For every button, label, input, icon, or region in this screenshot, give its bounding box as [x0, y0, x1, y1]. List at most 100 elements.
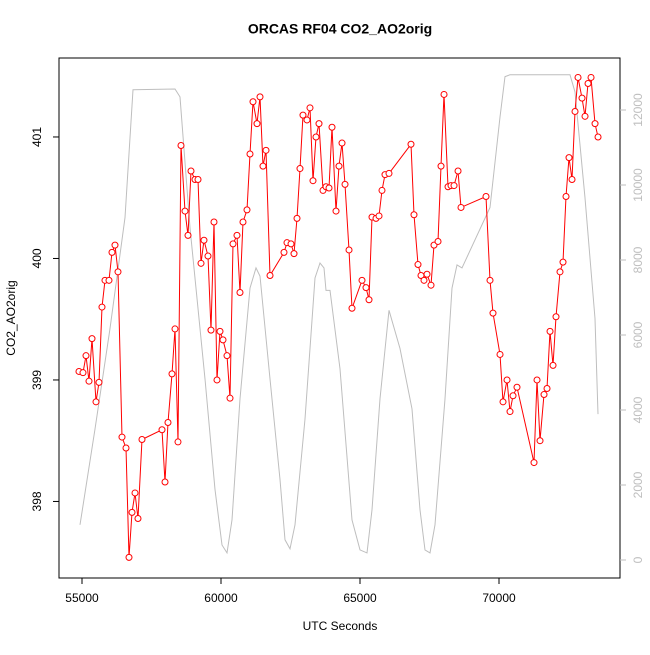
point — [513, 383, 521, 391]
x-tick-label: 65000 — [343, 591, 377, 605]
point — [164, 418, 172, 426]
y2-tick-label: 4000 — [631, 396, 645, 423]
point — [108, 248, 116, 256]
point — [223, 352, 231, 360]
y2-tick-label: 10000 — [631, 168, 645, 202]
point — [543, 384, 551, 392]
series-line — [79, 74, 599, 555]
point — [197, 259, 205, 267]
point — [562, 193, 570, 201]
point — [296, 165, 304, 173]
point — [496, 350, 504, 358]
point — [509, 392, 517, 400]
point — [299, 111, 307, 119]
point — [98, 303, 106, 311]
point — [303, 116, 311, 124]
point — [574, 73, 582, 81]
point — [309, 177, 317, 185]
point — [546, 327, 554, 335]
point — [131, 489, 139, 497]
point — [161, 478, 169, 486]
point — [200, 236, 208, 244]
point — [568, 175, 576, 183]
point — [450, 182, 458, 190]
y2-tick-label: 6000 — [631, 321, 645, 348]
point — [95, 378, 103, 386]
plot-box — [58, 57, 621, 579]
y-axis-label: CO2_AO2orig — [4, 280, 18, 355]
point — [385, 169, 393, 177]
point — [482, 193, 490, 201]
point — [219, 336, 227, 344]
y2-tick-label: 8000 — [631, 246, 645, 273]
point — [440, 90, 448, 98]
point — [410, 211, 418, 219]
point — [530, 459, 538, 467]
point — [128, 508, 136, 516]
point — [233, 231, 241, 239]
point — [427, 281, 435, 289]
point — [216, 327, 224, 335]
point — [454, 167, 462, 175]
point — [536, 437, 544, 445]
x-axis-label: UTC Seconds — [303, 619, 378, 633]
point — [549, 361, 557, 369]
point — [362, 284, 370, 292]
x-tick-label: 55000 — [65, 591, 99, 605]
point — [325, 184, 333, 192]
point — [457, 203, 465, 211]
point — [204, 252, 212, 260]
point — [105, 276, 113, 284]
point — [591, 120, 599, 128]
point — [338, 139, 346, 147]
point — [341, 180, 349, 188]
point — [315, 120, 323, 128]
y2-tick-label: 12000 — [631, 93, 645, 127]
point — [552, 313, 560, 321]
point — [332, 207, 340, 215]
point — [168, 370, 176, 378]
point — [306, 104, 314, 112]
point — [358, 276, 366, 284]
point — [184, 231, 192, 239]
point — [236, 288, 244, 296]
point — [85, 377, 93, 385]
point — [79, 369, 87, 377]
point — [226, 394, 234, 402]
point — [437, 162, 445, 170]
point — [118, 433, 126, 441]
point — [174, 438, 182, 446]
point — [540, 391, 548, 399]
point — [375, 212, 383, 220]
point — [578, 94, 586, 102]
y2-tick-label: 0 — [631, 556, 645, 563]
point — [253, 120, 261, 128]
point — [312, 133, 320, 141]
point — [365, 296, 373, 304]
point — [280, 248, 288, 256]
y-tick-label: 400 — [30, 248, 44, 268]
point — [229, 240, 237, 248]
y-tick-label: 399 — [30, 370, 44, 390]
point — [122, 444, 130, 452]
point — [262, 146, 270, 154]
point — [171, 325, 179, 333]
x-tick-label: 70000 — [482, 591, 516, 605]
point — [210, 218, 218, 226]
y2-tick-label: 2000 — [631, 471, 645, 498]
point — [486, 276, 494, 284]
point — [345, 246, 353, 254]
point — [571, 107, 579, 115]
point — [187, 167, 195, 175]
point — [489, 309, 497, 317]
series-line — [78, 75, 599, 558]
point — [207, 326, 215, 334]
point — [92, 398, 100, 406]
point — [293, 214, 301, 222]
chart-title: ORCAS RF04 CO2_AO2orig — [248, 21, 432, 37]
point — [138, 435, 146, 443]
point — [335, 162, 343, 170]
point — [594, 133, 602, 141]
